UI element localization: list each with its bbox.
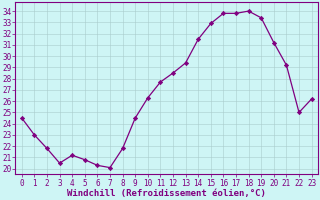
X-axis label: Windchill (Refroidissement éolien,°C): Windchill (Refroidissement éolien,°C) xyxy=(67,189,266,198)
